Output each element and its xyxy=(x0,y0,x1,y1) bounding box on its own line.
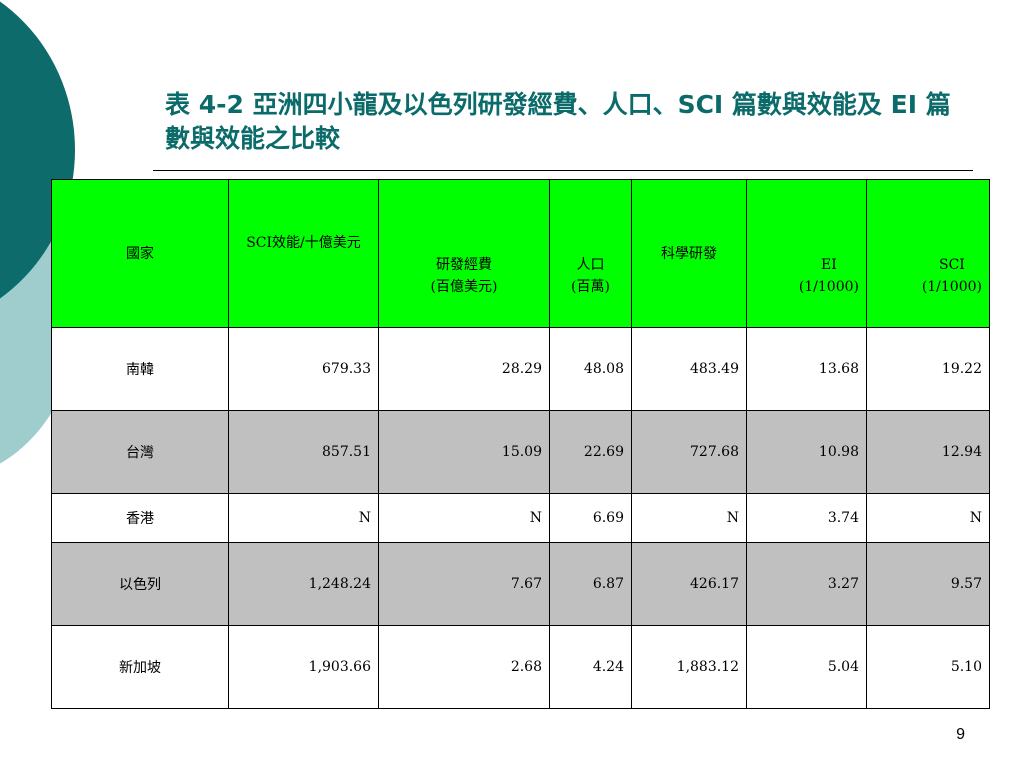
table-header-row: 國家 SCI效能/十億美元 研發經費 (百億美元) 人口 (百萬) 科學研發 E… xyxy=(51,179,990,328)
page-number: 9 xyxy=(956,726,965,743)
cell-population: 6.87 xyxy=(549,542,632,626)
table-row: 新加坡 1,903.66 2.68 4.24 1,883.12 5.04 5.1… xyxy=(51,625,990,709)
cell-sci-efficiency: 857.51 xyxy=(228,410,379,494)
cell-sci: 12.94 xyxy=(866,410,990,494)
comparison-table: 國家 SCI效能/十億美元 研發經費 (百億美元) 人口 (百萬) 科學研發 E… xyxy=(51,179,990,709)
cell-sci: N xyxy=(866,493,990,543)
slide-title: 表 4-2 亞洲四小龍及以色列研發經費、人口、SCI 篇數與效能及 EI 篇數與… xyxy=(165,90,951,153)
cell-country: 南韓 xyxy=(51,327,229,411)
header-sci-label: SCI (1/1000) xyxy=(921,257,982,295)
cell-rd-expenditure: 2.68 xyxy=(378,625,550,709)
title-divider xyxy=(153,170,973,171)
header-population: 人口 (百萬) xyxy=(549,179,632,328)
cell-sci-efficiency: 1,903.66 xyxy=(228,625,379,709)
table-row: 以色列 1,248.24 7.67 6.87 426.17 3.27 9.57 xyxy=(51,542,990,626)
header-sci-efficiency-label: SCI效能/十億美元 xyxy=(246,235,361,251)
cell-rd-expenditure: 28.29 xyxy=(378,327,550,411)
cell-sci-efficiency: N xyxy=(228,493,379,543)
table-row: 南韓 679.33 28.29 48.08 483.49 13.68 19.22 xyxy=(51,327,990,411)
cell-ei: 13.68 xyxy=(746,327,867,411)
cell-sci-efficiency: 1,248.24 xyxy=(228,542,379,626)
cell-sci-efficiency: 679.33 xyxy=(228,327,379,411)
table-row: 台灣 857.51 15.09 22.69 727.68 10.98 12.94 xyxy=(51,410,990,494)
cell-ei: 10.98 xyxy=(746,410,867,494)
cell-country: 新加坡 xyxy=(51,625,229,709)
header-country: 國家 xyxy=(51,179,229,328)
header-sci-efficiency: SCI效能/十億美元 xyxy=(228,179,379,328)
header-rd-expenditure-label: 研發經費 (百億美元) xyxy=(430,257,498,295)
cell-sci: 9.57 xyxy=(866,542,990,626)
cell-sci: 5.10 xyxy=(866,625,990,709)
cell-population: 48.08 xyxy=(549,327,632,411)
cell-country: 台灣 xyxy=(51,410,229,494)
header-rd-expenditure: 研發經費 (百億美元) xyxy=(378,179,550,328)
cell-population: 4.24 xyxy=(549,625,632,709)
cell-science-rd: 1,883.12 xyxy=(631,625,747,709)
cell-population: 22.69 xyxy=(549,410,632,494)
header-science-rd: 科學研發 xyxy=(631,179,747,328)
header-population-label: 人口 (百萬) xyxy=(571,257,610,295)
cell-science-rd: 727.68 xyxy=(631,410,747,494)
cell-rd-expenditure: 15.09 xyxy=(378,410,550,494)
cell-ei: 3.27 xyxy=(746,542,867,626)
cell-population: 6.69 xyxy=(549,493,632,543)
cell-sci: 19.22 xyxy=(866,327,990,411)
cell-ei: 5.04 xyxy=(746,625,867,709)
cell-science-rd: 426.17 xyxy=(631,542,747,626)
header-ei-label: EI (1/1000) xyxy=(798,257,859,295)
cell-country: 以色列 xyxy=(51,542,229,626)
cell-science-rd: 483.49 xyxy=(631,327,747,411)
cell-rd-expenditure: N xyxy=(378,493,550,543)
table-row: 香港 N N 6.69 N 3.74 N xyxy=(51,493,990,543)
cell-rd-expenditure: 7.67 xyxy=(378,542,550,626)
header-sci: SCI (1/1000) xyxy=(866,179,990,328)
cell-ei: 3.74 xyxy=(746,493,867,543)
header-ei: EI (1/1000) xyxy=(746,179,867,328)
cell-country: 香港 xyxy=(51,493,229,543)
cell-science-rd: N xyxy=(631,493,747,543)
